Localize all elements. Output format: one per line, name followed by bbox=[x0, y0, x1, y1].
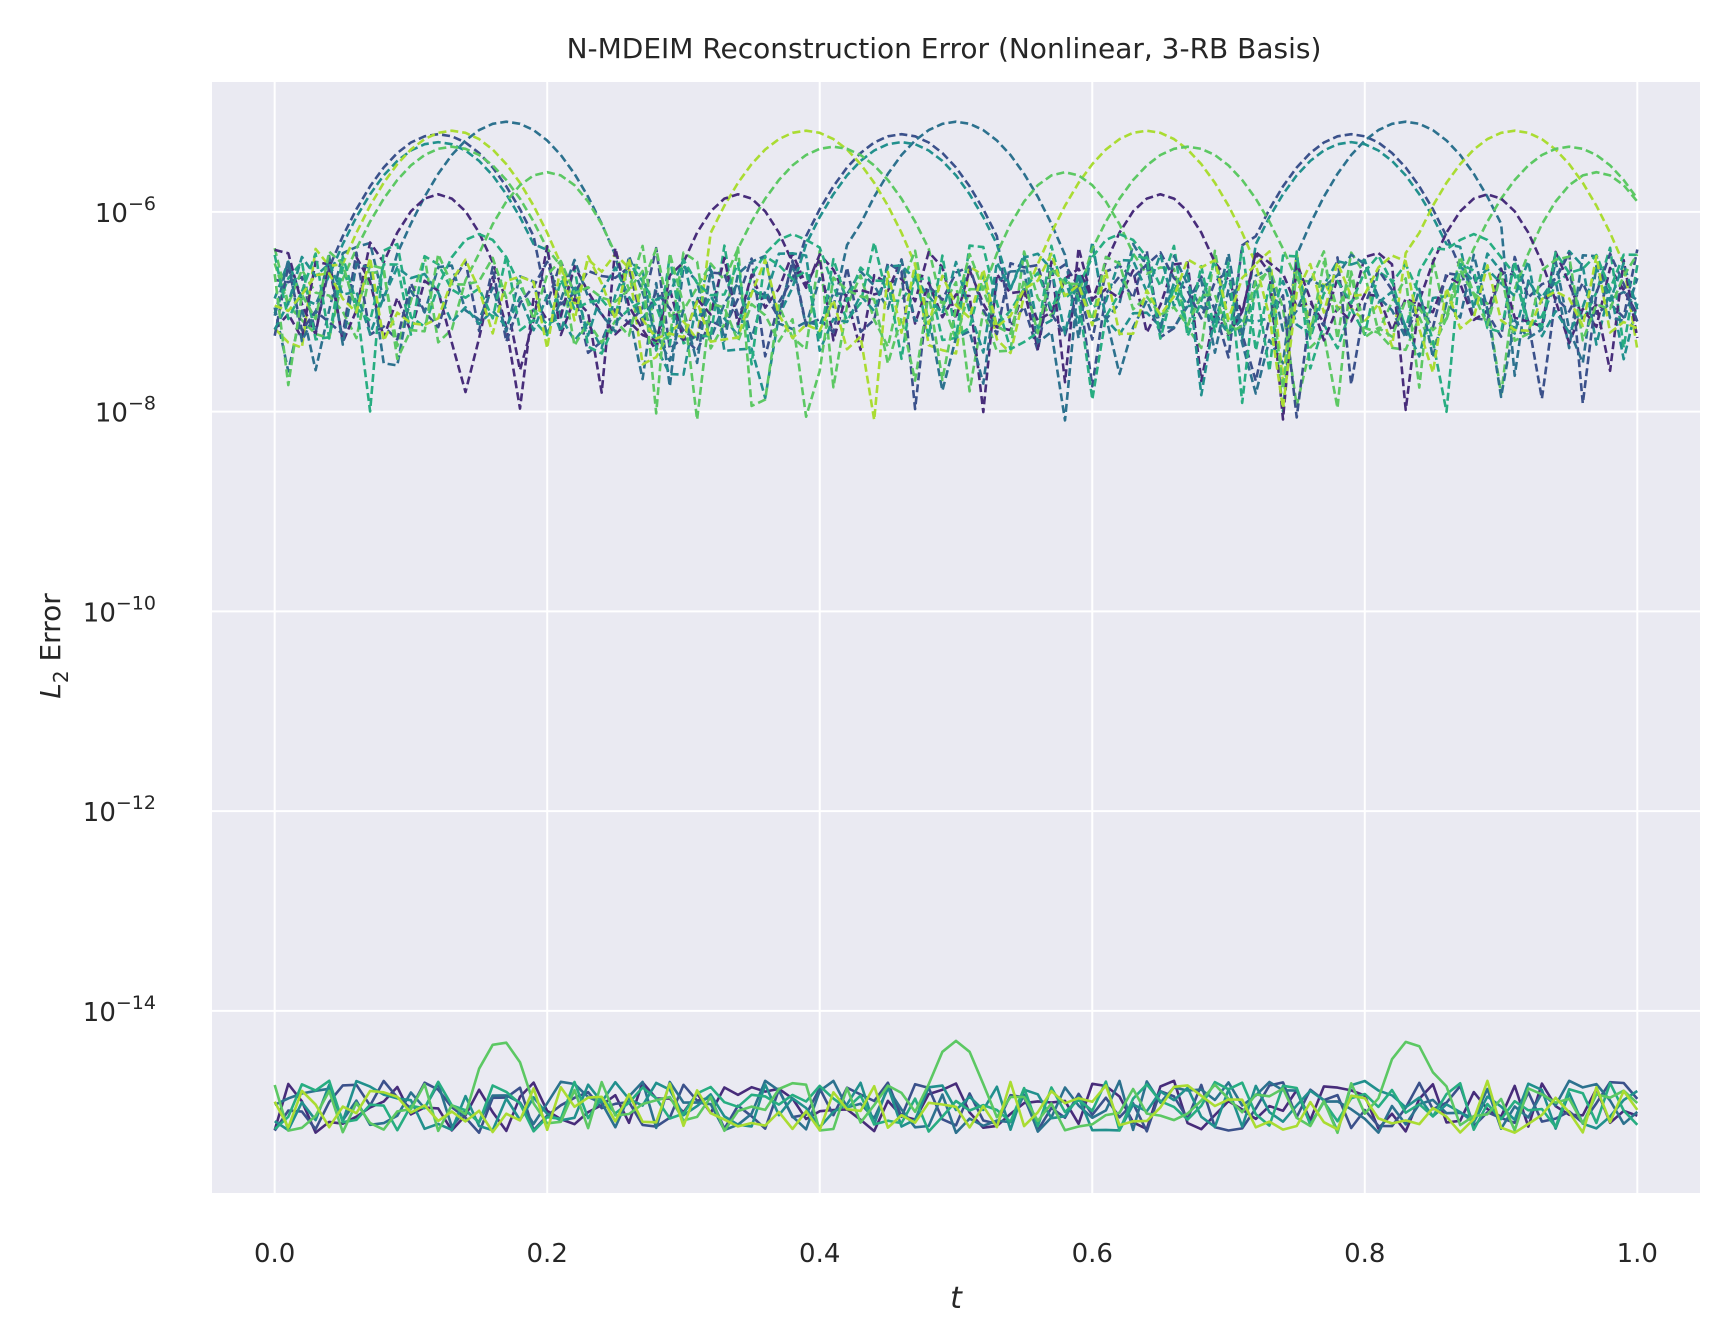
y-tick-label: 10−10 bbox=[83, 592, 156, 628]
series-dashed-noise-4 bbox=[273, 251, 1638, 414]
series-dashed-5 bbox=[273, 170, 1639, 410]
x-tick-label: 0.0 bbox=[254, 1239, 295, 1269]
y-axis-label-subscript: 2 bbox=[49, 670, 73, 683]
plot-background bbox=[212, 82, 1700, 1193]
y-tick-label: 10−8 bbox=[95, 393, 156, 429]
series-solid-1 bbox=[273, 1079, 1639, 1134]
y-axis-label-rest: Error bbox=[34, 593, 67, 671]
series-dashed-noise-6 bbox=[274, 252, 1638, 422]
x-axis-label: t bbox=[950, 1281, 963, 1316]
x-tick-label: 0.2 bbox=[527, 1239, 568, 1269]
series-dashed-1 bbox=[273, 120, 1638, 395]
series-solid-2 bbox=[274, 1079, 1639, 1135]
plot-area bbox=[212, 82, 1700, 1193]
series bbox=[273, 120, 1639, 1135]
y-tick-label: 10−6 bbox=[95, 193, 156, 229]
series-dashed-noise-3 bbox=[273, 252, 1639, 397]
y-axis-ticks: 10−14 10−12 10−10 10−8 10−6 bbox=[83, 193, 156, 1028]
y-tick-label: 10−14 bbox=[83, 992, 156, 1028]
y-axis-label: L2 Error bbox=[34, 593, 73, 699]
series-solid-4 bbox=[273, 1079, 1639, 1133]
series-dashed-2 bbox=[273, 140, 1639, 400]
series-dashed-noise-5 bbox=[273, 250, 1639, 421]
y-tick-label: 10−12 bbox=[83, 792, 156, 828]
series-dashed-3 bbox=[273, 129, 1639, 384]
x-axis-ticks: 0.0 0.2 0.4 0.6 0.8 1.0 bbox=[254, 1239, 1658, 1269]
series-solid-3 bbox=[273, 1079, 1639, 1133]
x-tick-label: 0.4 bbox=[799, 1239, 840, 1269]
chart-title: N-MDEIM Reconstruction Error (Nonlinear,… bbox=[567, 32, 1322, 65]
x-tick-label: 0.8 bbox=[1344, 1239, 1385, 1269]
series-dashed-4 bbox=[273, 145, 1639, 393]
y-axis-label-main: L bbox=[34, 683, 67, 699]
series-solid-6 bbox=[273, 1079, 1639, 1134]
x-tick-label: 1.0 bbox=[1617, 1239, 1658, 1269]
series-dashed-0 bbox=[274, 132, 1639, 400]
grid bbox=[212, 82, 1700, 1193]
x-tick-label: 0.6 bbox=[1072, 1239, 1113, 1269]
series-solid-5 bbox=[273, 1039, 1639, 1135]
